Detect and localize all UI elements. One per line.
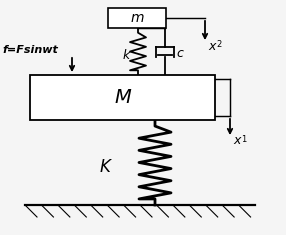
Text: m: m [130, 11, 144, 25]
Bar [30, 75, 215, 120]
Text: 2: 2 [216, 40, 221, 49]
Text: M: M [114, 88, 131, 107]
Text: x: x [208, 39, 215, 52]
Text: 1: 1 [241, 135, 246, 144]
Text: f=Fsinwt: f=Fsinwt [2, 45, 58, 55]
Text: c: c [176, 47, 183, 60]
Text: x: x [233, 134, 240, 148]
Bar [108, 8, 166, 28]
Text: k: k [122, 49, 130, 62]
Text: K: K [100, 158, 110, 176]
